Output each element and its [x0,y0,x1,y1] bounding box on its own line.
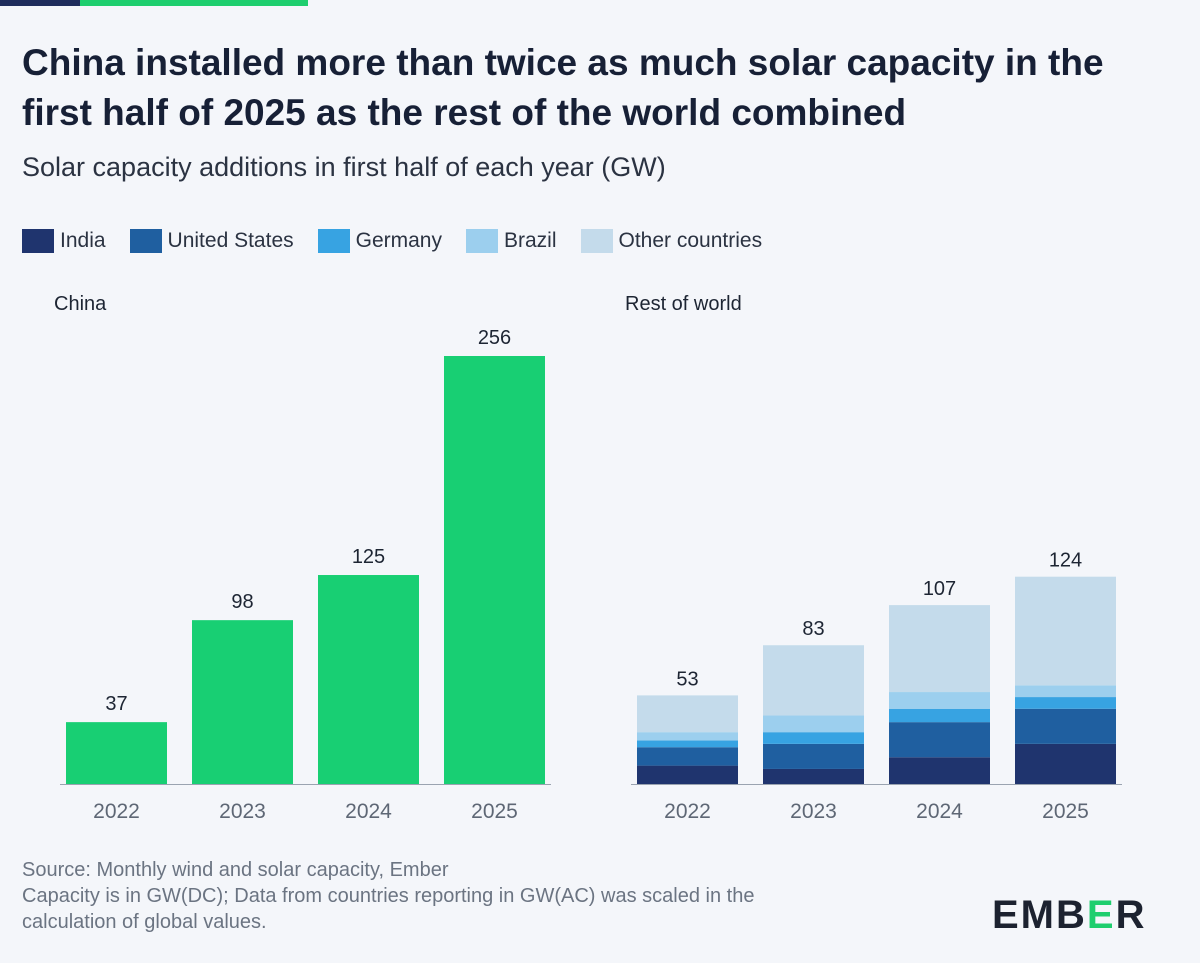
legend: India United States Germany Brazil Other… [22,229,786,253]
row-bar-2023-united-states [763,743,864,769]
footer: Source: Monthly wind and solar capacity,… [22,857,754,935]
china-x-tick-2023: 2023 [219,800,266,823]
row-x-tick-2025: 2025 [1042,800,1089,823]
legend-item-united-states: United States [129,229,294,253]
row-x-tick-2022: 2022 [664,800,711,823]
footer-source: Source: Monthly wind and solar capacity,… [22,859,449,881]
row-value-label-2025: 124 [1049,550,1082,572]
legend-swatch-germany [317,229,350,253]
legend-label-india: India [60,229,106,252]
china-bar-2024 [318,575,419,784]
legend-label-united-states: United States [167,229,294,252]
row-x-tick-2023: 2023 [790,800,837,823]
china-bar-2022 [66,722,167,784]
china-bar-2023 [192,620,293,784]
china-x-tick-2022: 2022 [93,800,140,823]
legend-item-other-countries: Other countries [580,229,763,253]
legend-swatch-india [22,229,54,253]
row-bar-2025-germany [1015,697,1116,709]
top-accent-bar-green [80,0,308,6]
row-bar-2023-brazil [763,715,864,733]
top-accent-bar [0,0,308,6]
china-value-label-2025: 256 [478,327,511,349]
legend-item-brazil: Brazil [465,229,557,253]
chart-title: China installed more than twice as much … [22,42,1104,133]
row-bar-2024-brazil [889,692,990,709]
row-bar-2025-india [1015,743,1116,784]
row-bar-2023-india [763,768,864,784]
legend-item-india: India [22,229,106,253]
legend-label-germany: Germany [355,229,442,252]
row-value-label-2024: 107 [923,578,956,600]
footer-note-line2: calculation of global values. [22,911,267,933]
panel-title-rest-of-world: Rest of world [625,293,742,315]
china-value-label-2024: 125 [352,546,385,568]
row-bar-2024-united-states [889,722,990,758]
legend-swatch-united-states [129,229,162,253]
row-bar-2025-united-states [1015,708,1116,744]
row-bar-2024-germany [889,708,990,723]
ember-logo: EMBER [992,893,1146,938]
chart-subtitle: Solar capacity additions in first half o… [22,152,666,182]
logo-text-suffix: R [1115,893,1147,937]
row-bar-2025-brazil [1015,685,1116,698]
row-value-label-2022: 53 [676,668,698,690]
row-bar-2024-other-countries [889,605,990,693]
row-x-tick-2024: 2024 [916,800,963,823]
row-bar-2022-germany [637,740,738,748]
row-bar-2023-other-countries [763,645,864,716]
row-bar-2022-india [637,765,738,784]
row-bar-2022-united-states [637,747,738,766]
logo-text-accent: E [1086,893,1116,937]
top-accent-bar-dark [0,0,80,6]
china-x-tick-2025: 2025 [471,800,518,823]
row-bar-2023-germany [763,732,864,744]
legend-label-other-countries: Other countries [618,229,763,252]
row-bar-2025-other-countries [1015,576,1116,686]
china-value-label-2023: 98 [231,591,253,613]
legend-item-germany: Germany [317,229,442,253]
row-bar-2022-other-countries [637,695,738,733]
footer-note-line1: Capacity is in GW(DC); Data from countri… [22,885,755,907]
row-value-label-2023: 83 [802,618,824,640]
panel-title-china: China [54,293,107,315]
china-value-label-2022: 37 [105,693,127,715]
legend-swatch-other-countries [580,229,613,253]
row-bar-2022-brazil [637,732,738,741]
legend-label-brazil: Brazil [503,229,557,252]
row-bar-2024-india [889,757,990,784]
china-bar-2025 [444,356,545,784]
legend-swatch-brazil [465,229,498,253]
logo-text-prefix: EMB [992,893,1087,937]
china-x-tick-2024: 2024 [345,800,392,823]
